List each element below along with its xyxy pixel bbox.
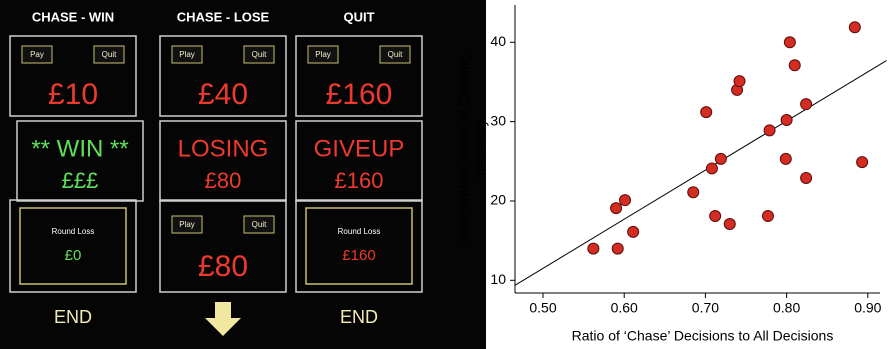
status-text: GIVEUP — [314, 135, 405, 162]
middle-amount: £80 — [205, 168, 242, 193]
y-axis-label: Tensency — [473, 119, 489, 178]
data-point — [801, 172, 812, 183]
game-button-label: Play — [315, 50, 331, 59]
data-point — [612, 243, 623, 254]
data-point — [762, 211, 773, 222]
column-header: QUIT — [343, 9, 374, 24]
data-point — [701, 107, 712, 118]
middle-amount: £160 — [335, 168, 384, 193]
figure: CHASE - WIN Pay Quit £10 ** WIN ** £££ Round L… — [0, 0, 896, 349]
column-header: CHASE - WIN — [32, 9, 114, 24]
y-tick-label: 10 — [490, 271, 506, 287]
footer-text: END — [340, 307, 378, 327]
game-button-label: Pay — [30, 50, 44, 59]
x-tick-label: 0.90 — [854, 300, 881, 316]
game-button-label: Quit — [102, 50, 117, 59]
data-point — [688, 187, 699, 198]
data-point — [801, 99, 812, 110]
round-loss-caption: Round Loss — [52, 227, 95, 236]
data-point — [611, 203, 622, 214]
footer-text: END — [54, 307, 92, 327]
x-tick-label: 0.50 — [529, 300, 556, 316]
y-tick-label: 20 — [490, 192, 506, 208]
data-point — [789, 60, 800, 71]
data-point — [710, 211, 721, 222]
column-header: CHASE - LOSE — [177, 9, 270, 24]
data-point — [620, 195, 631, 206]
data-point — [588, 243, 599, 254]
top-amount: £10 — [48, 78, 98, 111]
y-tick-label: 30 — [490, 112, 506, 128]
x-tick-label: 0.70 — [692, 300, 719, 316]
data-point — [628, 226, 639, 237]
data-point — [857, 157, 868, 168]
game-button-label: Quit — [388, 50, 403, 59]
data-point — [849, 22, 860, 33]
x-tick-label: 0.60 — [611, 300, 638, 316]
game-button-label: Quit — [252, 50, 267, 59]
trend-line — [515, 61, 886, 286]
game-button-label: Play — [179, 220, 195, 229]
data-point — [724, 218, 735, 229]
status-text: ** WIN ** — [31, 135, 128, 162]
round-loss-amount: £160 — [342, 247, 375, 264]
game-button-label: Quit — [252, 220, 267, 229]
x-tick-label: 0.80 — [773, 300, 800, 316]
data-point — [715, 153, 726, 164]
round-loss-amount: £0 — [65, 247, 82, 264]
round-loss-caption: Round Loss — [338, 227, 381, 236]
top-amount: £160 — [326, 78, 393, 111]
data-point — [780, 153, 791, 164]
data-point — [784, 37, 795, 48]
page: CHASE - WIN Pay Quit £10 ** WIN ** £££ Round L… — [0, 0, 896, 349]
y-tick-label: 40 — [490, 33, 506, 49]
status-text: LOSING — [178, 135, 269, 162]
y-axis-label: Independent Score of Chasing — [456, 54, 472, 243]
bottom-amount: £80 — [198, 250, 248, 283]
x-axis-label: Ratio of ‘Chase’ Decisions to All Decisi… — [572, 328, 834, 344]
middle-amount: £££ — [62, 168, 99, 193]
top-amount: £40 — [198, 78, 248, 111]
data-point — [781, 115, 792, 126]
game-button-label: Play — [179, 50, 195, 59]
data-point — [706, 163, 717, 174]
data-point — [764, 125, 775, 136]
data-point — [734, 76, 745, 87]
